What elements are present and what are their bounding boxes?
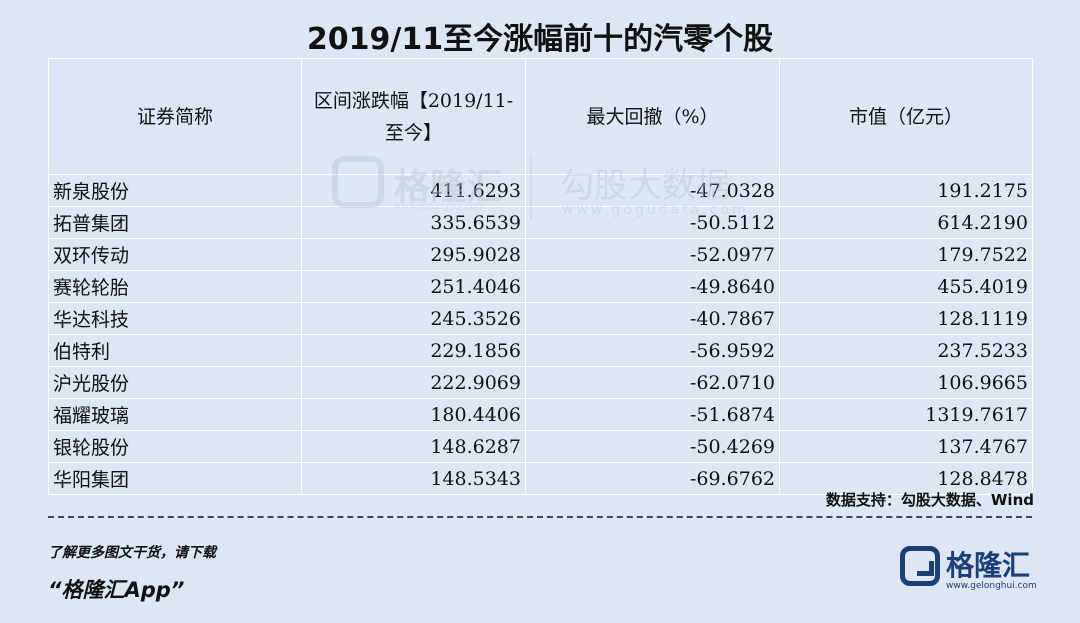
footer-brand-name: 格隆汇	[946, 549, 1031, 582]
cell-name: 福耀玻璃	[48, 398, 302, 431]
cell-max-drawdown: -47.0328	[525, 174, 780, 207]
header-market-cap: 市值（亿元）	[779, 58, 1033, 175]
dashed-divider	[48, 516, 1032, 518]
cell-market-cap: 137.4767	[779, 430, 1033, 463]
table-row: 赛轮轮胎 251.4046 -49.8640 455.4019	[48, 270, 1033, 303]
cell-max-drawdown: -50.4269	[525, 430, 780, 463]
cell-max-drawdown: -50.5112	[525, 206, 780, 239]
cell-range-change: 148.6287	[301, 430, 526, 463]
cell-market-cap: 455.4019	[779, 270, 1033, 303]
cell-range-change: 295.9028	[301, 238, 526, 271]
table-row: 福耀玻璃 180.4406 -51.6874 1319.7617	[48, 398, 1033, 431]
page-title: 2019/11至今涨幅前十的汽零个股	[306, 22, 774, 57]
cell-market-cap: 179.7522	[779, 238, 1033, 271]
table-row: 拓普集团 335.6539 -50.5112 614.2190	[48, 206, 1033, 239]
cell-name: 华阳集团	[48, 462, 302, 495]
promo-text: 了解更多图文干货，请下载	[48, 545, 216, 561]
header-max-drawdown: 最大回撤（%）	[525, 58, 780, 175]
cell-range-change: 222.9069	[301, 366, 526, 399]
cell-max-drawdown: -69.6762	[525, 462, 780, 495]
header-range-change: 区间涨跌幅【2019/11-至今】	[301, 58, 526, 175]
table-row: 伯特利 229.1856 -56.9592 237.5233	[48, 334, 1033, 367]
cell-market-cap: 237.5233	[779, 334, 1033, 367]
table-row: 双环传动 295.9028 -52.0977 179.7522	[48, 238, 1033, 271]
cell-name: 银轮股份	[48, 430, 302, 463]
table-row: 华达科技 245.3526 -40.7867 128.1119	[48, 302, 1033, 335]
cell-range-change: 148.5343	[301, 462, 526, 495]
header-security-name: 证券简称	[48, 58, 302, 175]
cell-name: 伯特利	[48, 334, 302, 367]
table-row: 新泉股份 411.6293 -47.0328 191.2175	[48, 174, 1033, 207]
gelonghui-logo-icon	[900, 546, 940, 586]
cell-market-cap: 1319.7617	[779, 398, 1033, 431]
cell-name: 双环传动	[48, 238, 302, 271]
cell-max-drawdown: -40.7867	[525, 302, 780, 335]
footer-brand-url: www.gelonghui.com	[946, 581, 1037, 591]
cell-name: 新泉股份	[48, 174, 302, 207]
table-row: 沪光股份 222.9069 -62.0710 106.9665	[48, 366, 1033, 399]
cell-market-cap: 128.1119	[779, 302, 1033, 335]
cell-range-change: 411.6293	[301, 174, 526, 207]
cell-max-drawdown: -56.9592	[525, 334, 780, 367]
cell-range-change: 229.1856	[301, 334, 526, 367]
table-row: 华阳集团 148.5343 -69.6762 128.8478	[48, 462, 1033, 495]
cell-max-drawdown: -49.8640	[525, 270, 780, 303]
cell-name: 华达科技	[48, 302, 302, 335]
cell-market-cap: 106.9665	[779, 366, 1033, 399]
data-table: 证券简称 区间涨跌幅【2019/11-至今】 最大回撤（%） 市值（亿元） 新泉…	[48, 58, 1033, 495]
cell-market-cap: 191.2175	[779, 174, 1033, 207]
cell-max-drawdown: -62.0710	[525, 366, 780, 399]
app-name: “格隆汇App”	[48, 578, 185, 602]
footer-brand: 格隆汇 www.gelonghui.com	[900, 544, 1040, 594]
cell-market-cap: 614.2190	[779, 206, 1033, 239]
cell-max-drawdown: -52.0977	[525, 238, 780, 271]
cell-name: 拓普集团	[48, 206, 302, 239]
cell-range-change: 245.3526	[301, 302, 526, 335]
data-source-note: 数据支持：勾股大数据、Wind	[825, 491, 1034, 509]
table-header-row: 证券简称 区间涨跌幅【2019/11-至今】 最大回撤（%） 市值（亿元）	[48, 58, 1033, 175]
cell-name: 赛轮轮胎	[48, 270, 302, 303]
cell-market-cap: 128.8478	[779, 462, 1033, 495]
cell-range-change: 251.4046	[301, 270, 526, 303]
cell-max-drawdown: -51.6874	[525, 398, 780, 431]
cell-range-change: 335.6539	[301, 206, 526, 239]
table-row: 银轮股份 148.6287 -50.4269 137.4767	[48, 430, 1033, 463]
cell-range-change: 180.4406	[301, 398, 526, 431]
cell-name: 沪光股份	[48, 366, 302, 399]
